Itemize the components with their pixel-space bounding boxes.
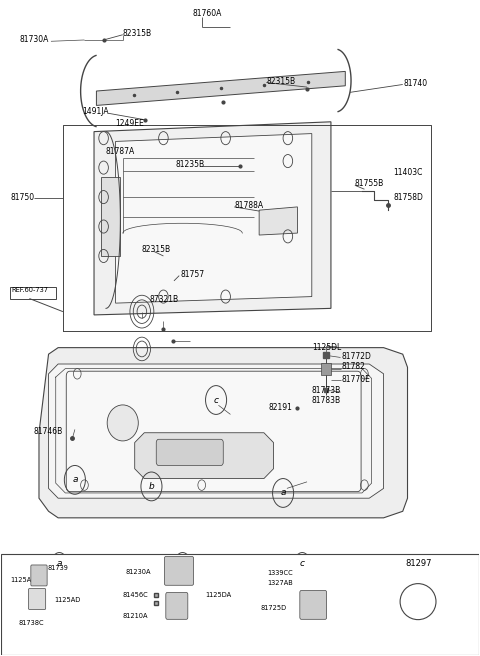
Text: 82315B: 82315B — [266, 77, 296, 86]
Text: 81770E: 81770E — [341, 375, 371, 384]
Text: 81725D: 81725D — [260, 605, 286, 611]
Text: 81772D: 81772D — [341, 352, 372, 361]
Text: 81456C: 81456C — [123, 592, 148, 598]
Text: 82191: 82191 — [269, 403, 293, 412]
Text: 81750: 81750 — [10, 193, 35, 201]
Text: a: a — [280, 489, 286, 497]
FancyBboxPatch shape — [300, 590, 326, 619]
Text: 81782: 81782 — [341, 362, 365, 371]
Text: 11403C: 11403C — [393, 169, 422, 177]
Text: 81235B: 81235B — [175, 160, 204, 169]
FancyBboxPatch shape — [156, 440, 223, 466]
Text: 81730A: 81730A — [20, 35, 49, 45]
FancyBboxPatch shape — [28, 588, 46, 609]
Text: 81210A: 81210A — [123, 613, 148, 619]
Ellipse shape — [400, 584, 436, 620]
Polygon shape — [94, 122, 331, 315]
Text: 1327AB: 1327AB — [267, 581, 292, 586]
Text: 82315B: 82315B — [142, 245, 171, 254]
Text: 87321B: 87321B — [149, 295, 178, 304]
Text: 1339CC: 1339CC — [267, 571, 292, 577]
Text: 1125AD: 1125AD — [10, 577, 36, 583]
Text: 1491JA: 1491JA — [82, 108, 108, 117]
Text: 81773B: 81773B — [312, 386, 341, 396]
Polygon shape — [135, 433, 274, 479]
FancyBboxPatch shape — [164, 556, 193, 585]
Text: 81739: 81739 — [48, 565, 69, 571]
FancyBboxPatch shape — [31, 565, 47, 586]
Text: 1125DL: 1125DL — [312, 343, 341, 352]
Text: 81757: 81757 — [180, 270, 204, 279]
FancyBboxPatch shape — [66, 371, 361, 491]
Bar — [10, 287, 56, 298]
Ellipse shape — [107, 405, 138, 441]
Text: 1249EE: 1249EE — [116, 119, 144, 129]
Polygon shape — [116, 134, 312, 303]
Text: 81788A: 81788A — [234, 201, 264, 210]
Bar — [0, 554, 480, 655]
Text: 81783B: 81783B — [312, 396, 341, 405]
Text: c: c — [300, 558, 305, 567]
Text: c: c — [214, 396, 218, 405]
Bar — [101, 177, 120, 256]
Text: 81746B: 81746B — [33, 427, 62, 436]
Text: 81787A: 81787A — [106, 147, 135, 155]
Text: 81230A: 81230A — [125, 569, 151, 575]
Text: 81755B: 81755B — [355, 180, 384, 188]
Bar — [322, 363, 331, 375]
Text: 81760A: 81760A — [192, 9, 221, 18]
Text: a: a — [72, 476, 78, 484]
Polygon shape — [96, 72, 345, 106]
Text: 1125DA: 1125DA — [205, 592, 232, 598]
Polygon shape — [39, 348, 408, 518]
Text: 81740: 81740 — [404, 79, 428, 88]
Text: 81738C: 81738C — [19, 619, 45, 626]
Text: 82315B: 82315B — [123, 29, 152, 38]
Text: 81758D: 81758D — [393, 193, 423, 201]
Text: b: b — [180, 558, 185, 567]
Text: b: b — [149, 482, 155, 491]
Text: a: a — [57, 558, 62, 567]
Text: 81297: 81297 — [405, 558, 432, 567]
Text: REF.60-737: REF.60-737 — [11, 287, 48, 293]
Polygon shape — [48, 364, 384, 498]
FancyBboxPatch shape — [166, 592, 188, 619]
Polygon shape — [259, 207, 298, 235]
Text: 1125AD: 1125AD — [54, 597, 81, 603]
